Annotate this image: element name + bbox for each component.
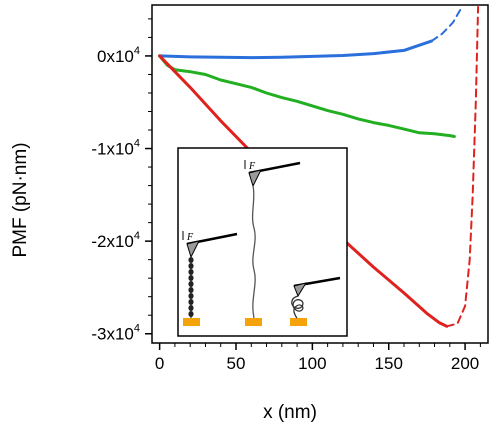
bead <box>188 305 194 311</box>
plot-frame <box>151 4 489 344</box>
inset-panel-beads: F <box>182 231 238 326</box>
force-label-2: F <box>248 161 256 172</box>
y-tick-label: -2x104 <box>91 230 140 251</box>
series-line-1 <box>158 39 433 60</box>
bead <box>188 263 194 269</box>
x-tick-label: 100 <box>298 354 326 373</box>
inset-frame <box>177 147 348 337</box>
surface-block-2 <box>245 318 262 326</box>
bead <box>188 275 194 281</box>
surface-block-1 <box>183 318 200 326</box>
cantilever-tip-1 <box>186 240 200 259</box>
cantilever-tip-2 <box>248 169 262 188</box>
bead <box>188 281 194 287</box>
axes-layer: 0 50 100 150 200 0x104 -1x104 -2x104 -3x104 <box>91 4 489 373</box>
bead <box>188 257 194 263</box>
inset-panel-folded <box>290 276 341 326</box>
bead <box>188 287 194 293</box>
inset-panel-extended: F <box>244 160 301 326</box>
series-line-3 <box>158 54 456 138</box>
x-tick-label: 150 <box>375 354 403 373</box>
x-tick-label: 200 <box>451 354 479 373</box>
bead <box>188 299 194 305</box>
inset-schematic: F F <box>177 147 348 337</box>
x-tick-label: 50 <box>227 354 246 373</box>
x-tick-label: 0 <box>155 354 164 373</box>
extended-chain <box>251 185 256 319</box>
bead <box>188 269 194 275</box>
cantilever-tip-3 <box>293 282 308 298</box>
bead-chain <box>188 257 194 318</box>
y-tick-label: 0x104 <box>97 45 140 66</box>
bead <box>188 293 194 299</box>
series-line-5 <box>445 5 480 328</box>
x-axis-title: x (nm) <box>263 402 317 423</box>
force-label-1: F <box>186 232 194 243</box>
y-axis-title: PMF (pN·nm) <box>10 142 31 257</box>
folded-globule <box>291 295 304 319</box>
y-tick-label: -3x104 <box>91 323 140 344</box>
y-tick-label: -1x104 <box>91 138 140 159</box>
surface-block-3 <box>290 318 307 326</box>
series-line-2 <box>430 5 463 43</box>
bead <box>188 311 194 317</box>
